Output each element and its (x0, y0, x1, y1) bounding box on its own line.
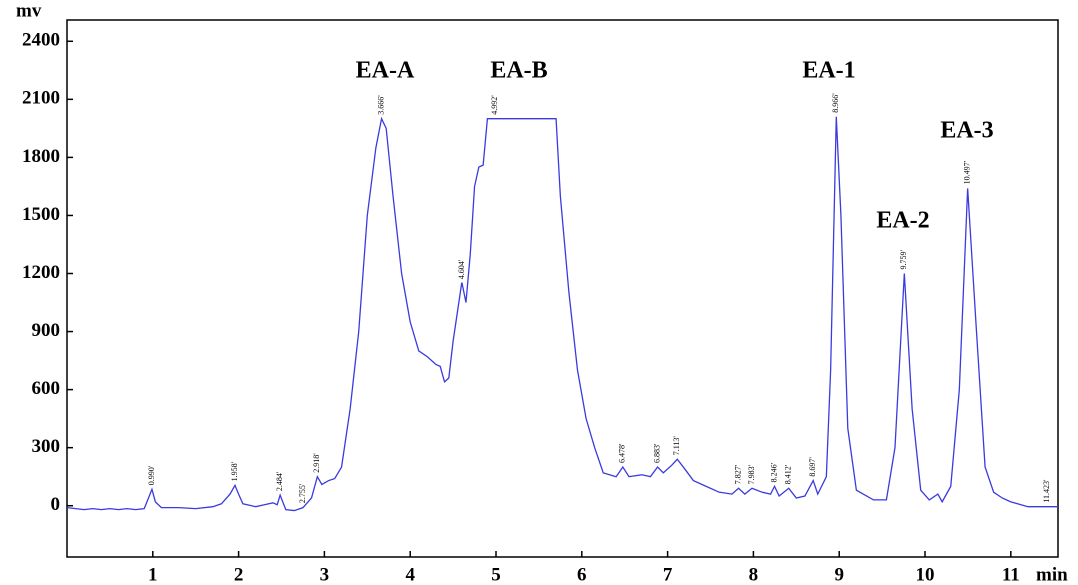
x-tick-label: 4 (405, 564, 415, 585)
y-tick-label: 1800 (22, 146, 60, 167)
x-tick-label: 9 (834, 564, 844, 585)
retention-time-label: 3.666' (376, 95, 385, 115)
retention-time-label: 9.759' (899, 250, 908, 270)
y-tick-label: 2400 (22, 30, 60, 51)
trace (66, 116, 1058, 512)
retention-time-label: 8.966' (831, 93, 840, 113)
x-tick-label: 3 (320, 564, 330, 585)
y-tick-label: 0 (51, 494, 61, 515)
x-tick-label: 10 (916, 564, 935, 585)
x-tick-label: 6 (577, 564, 587, 585)
y-tick-label: 600 (32, 378, 61, 399)
retention-time-label: 0.990' (147, 465, 156, 485)
y-axis-label: mv (16, 0, 42, 21)
x-tick-label: 5 (491, 564, 501, 585)
peak-name: EA-A (356, 58, 415, 84)
x-tick-label: 7 (663, 564, 673, 585)
y-tick-label: 1200 (22, 262, 60, 283)
retention-time-label: 7.983' (747, 464, 756, 484)
retention-time-label: 10.497' (962, 160, 971, 184)
x-axis-label: min (1036, 564, 1068, 585)
peak-name: EA-3 (940, 118, 993, 144)
x-tick-label: 8 (749, 564, 759, 585)
retention-time-label: 4.992' (490, 95, 499, 115)
peak-name: EA-2 (876, 208, 929, 234)
retention-time-label: 6.883' (652, 443, 661, 463)
peak-name: EA-1 (802, 58, 855, 84)
retention-time-label: 2.484' (275, 471, 284, 491)
retention-time-label: 11.423' (1042, 479, 1051, 503)
retention-time-label: 8.246' (769, 462, 778, 482)
x-tick-label: 1 (148, 564, 158, 585)
y-tick-label: 300 (32, 436, 61, 457)
y-tick-label: 2100 (22, 88, 60, 109)
retention-time-label: 8.697' (808, 457, 817, 477)
retention-time-label: 1.958' (230, 461, 239, 481)
y-tick-label: 900 (32, 320, 61, 341)
retention-time-label: 7.827' (733, 464, 742, 484)
plot-frame (66, 19, 1059, 558)
retention-time-label: 6.478' (618, 443, 627, 463)
peak-name: EA-B (490, 58, 547, 84)
retention-time-label: 8.412' (784, 464, 793, 484)
retention-time-label: 2.755' (298, 483, 307, 503)
x-tick-label: 11 (1002, 564, 1020, 585)
y-tick-label: 1500 (22, 204, 60, 225)
retention-time-label: 4.604' (457, 259, 466, 279)
x-tick-label: 2 (234, 564, 244, 585)
retention-time-label: 2.918' (312, 453, 321, 473)
retention-time-label: 7.113' (672, 436, 681, 456)
